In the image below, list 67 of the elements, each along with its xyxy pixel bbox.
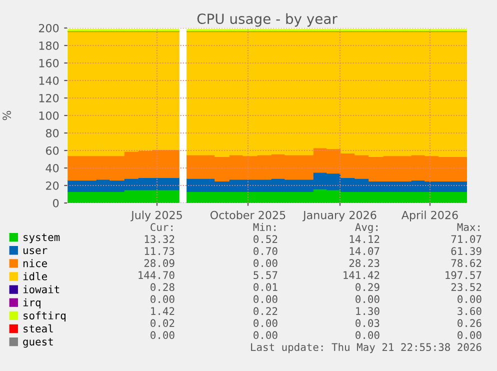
- text: 0.00: [356, 331, 380, 340]
- legend-label: idle: [23, 272, 47, 280]
- text: 0.52: [254, 235, 278, 244]
- text: 144.70: [138, 271, 174, 280]
- y-tick-label: 40: [46, 164, 59, 172]
- text: 11.73: [144, 247, 174, 256]
- text: 0.00: [150, 295, 174, 304]
- text: 197.57: [446, 271, 482, 280]
- y-tick-label: 160: [39, 58, 59, 68]
- y-tick-label: 80: [46, 128, 59, 138]
- text: 0.03: [356, 319, 380, 328]
- text: 0.22: [254, 307, 278, 316]
- text: 61.39: [451, 247, 482, 256]
- legend-label: irq: [23, 298, 40, 308]
- y-tick-label: 180: [39, 41, 59, 50]
- text: 0.00: [150, 331, 174, 340]
- text: 14.07: [350, 247, 380, 256]
- legend-label: nice: [23, 259, 47, 268]
- text: 5.57: [254, 271, 278, 280]
- text: 0.00: [254, 319, 278, 328]
- y-tick-label: 120: [39, 94, 59, 102]
- y-tick-label: 140: [39, 76, 59, 85]
- text: Min:: [253, 222, 276, 231]
- text: 71.07: [451, 235, 482, 244]
- text: 0.00: [254, 331, 278, 340]
- text: 0.28: [150, 283, 174, 292]
- text: 28.23: [349, 259, 380, 268]
- text: 141.42: [344, 271, 380, 279]
- text: 0.00: [458, 295, 482, 304]
- text: 0.01: [254, 283, 278, 292]
- legend-label: guest: [23, 338, 53, 348]
- y-tick-label: 60: [46, 146, 59, 155]
- x-tick-label: July 2025: [130, 210, 182, 222]
- text: 13.32: [144, 235, 174, 244]
- text: 0.00: [458, 331, 482, 340]
- text: 3.60: [458, 307, 482, 316]
- text: 0.02: [150, 319, 174, 328]
- text: 0.00: [254, 259, 278, 268]
- text: 0.00: [356, 295, 380, 304]
- text: 0.29: [356, 283, 380, 292]
- legend-label: user: [23, 248, 48, 254]
- text: 1.30: [356, 307, 380, 316]
- legend-label: steal: [24, 324, 53, 333]
- legend-label: softirq: [24, 311, 66, 322]
- text: 28.09: [144, 259, 174, 268]
- x-tick-label: April 2026: [401, 210, 458, 222]
- x-tick-label: October 2025: [210, 210, 286, 220]
- legend-label: iowait: [23, 285, 60, 294]
- text: 0.00: [254, 295, 278, 304]
- y-tick-label: 200: [38, 24, 59, 32]
- text: Last update: Thu May 21 22:55:38 2026: [251, 342, 482, 354]
- text: 23.52: [451, 283, 482, 292]
- text: Max:: [457, 223, 480, 232]
- legend-label: system: [24, 234, 60, 244]
- y-axis-title: %: [2, 110, 11, 120]
- text: 0.26: [458, 319, 482, 328]
- text: Cur:: [150, 223, 172, 232]
- y-tick-label: 100: [39, 111, 59, 120]
- text: 0.70: [254, 247, 278, 256]
- text: Avg:: [355, 223, 378, 234]
- x-tick-label: January 2026: [302, 210, 376, 222]
- y-tick-label: 20: [46, 181, 59, 190]
- text: 14.12: [350, 235, 380, 243]
- y-tick-label: 0: [53, 198, 59, 208]
- chart-title: CPU usage - by year: [197, 13, 338, 27]
- text: 1.42: [151, 307, 174, 315]
- text: 78.62: [451, 259, 482, 268]
